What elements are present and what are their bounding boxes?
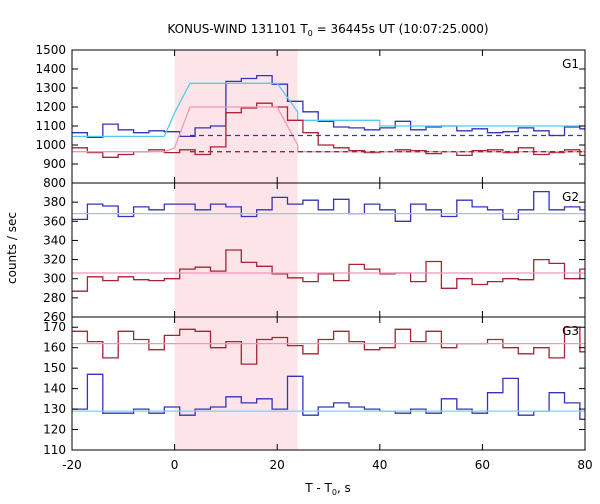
y-tick-label: 360 bbox=[43, 214, 66, 228]
y-tick-label: 1300 bbox=[35, 81, 66, 95]
series-g2-0 bbox=[72, 190, 585, 222]
series-g1-3 bbox=[72, 106, 585, 153]
x-tick-label: 60 bbox=[475, 458, 490, 472]
x-tick-label: 80 bbox=[577, 458, 592, 472]
x-tick-label: 40 bbox=[372, 458, 387, 472]
panel-g1: 800 900 1000 1100 1200 1300 1400 1500 G1 bbox=[35, 43, 586, 190]
y-tick-label: 300 bbox=[43, 272, 66, 286]
panel-frame bbox=[71, 182, 586, 318]
series-g1-0 bbox=[72, 74, 585, 139]
y-tick-label: 1000 bbox=[35, 138, 66, 152]
y-tick-label: 1400 bbox=[35, 62, 66, 76]
panel-label: G3 bbox=[562, 324, 579, 338]
series-group bbox=[72, 326, 585, 420]
series-group bbox=[72, 74, 585, 158]
x-axis-label: T - T0, s bbox=[304, 481, 351, 497]
x-tick-label: -20 bbox=[62, 458, 82, 472]
y-tick-label: 1100 bbox=[35, 119, 66, 133]
y-tick-label: 320 bbox=[43, 253, 66, 267]
panel-label: G2 bbox=[562, 190, 579, 204]
x-tick-label: 20 bbox=[270, 458, 285, 472]
y-tick-label: 800 bbox=[43, 176, 66, 190]
y-tick-label: 110 bbox=[43, 443, 66, 457]
y-tick-label: 170 bbox=[43, 320, 66, 334]
y-tick-label: 160 bbox=[43, 341, 66, 355]
chart-title: KONUS-WIND 131101 T0 = 36445s UT (10:07:… bbox=[167, 22, 488, 38]
y-tick-label: 140 bbox=[43, 382, 66, 396]
panel-frame bbox=[71, 49, 586, 184]
series-g3-0 bbox=[72, 326, 585, 365]
series-g1-1 bbox=[72, 82, 585, 138]
y-tick-label: 340 bbox=[43, 233, 66, 247]
y-tick-label: 380 bbox=[43, 195, 66, 209]
y-tick-label: 900 bbox=[43, 157, 66, 171]
panel-label: G1 bbox=[562, 57, 579, 71]
series-group bbox=[72, 190, 585, 292]
y-tick-label: 280 bbox=[43, 291, 66, 305]
y-tick-label: 130 bbox=[43, 402, 66, 416]
y-axis-label: counts / sec bbox=[5, 212, 19, 284]
panel-g2: 260 280 300 320 340 360 380 G2 bbox=[43, 182, 586, 324]
y-tick-label: 1500 bbox=[35, 43, 66, 57]
panel-frame bbox=[71, 316, 586, 451]
series-g2-2 bbox=[72, 249, 585, 292]
panel-g3: 110 120 130 140 150 160 170 -20 0 20 40 60 80 G3 bbox=[43, 316, 593, 472]
y-tick-label: 1200 bbox=[35, 100, 66, 114]
y-tick-label: 120 bbox=[43, 423, 66, 437]
y-tick-label: 150 bbox=[43, 361, 66, 375]
x-tick-label: 0 bbox=[171, 458, 179, 472]
y-tick-label: 260 bbox=[43, 310, 66, 324]
series-g3-2 bbox=[72, 373, 585, 420]
